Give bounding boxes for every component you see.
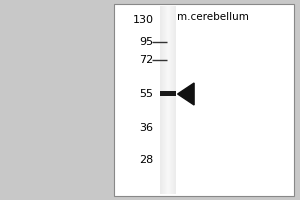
Bar	[161, 6, 162, 194]
Text: 28: 28	[139, 155, 154, 165]
Bar	[167, 6, 168, 194]
Text: 36: 36	[140, 123, 154, 133]
Text: 130: 130	[133, 15, 154, 25]
Bar	[170, 6, 171, 194]
Text: 72: 72	[139, 55, 154, 65]
Bar	[174, 6, 175, 194]
Bar	[160, 6, 161, 194]
Bar	[114, 4, 294, 196]
Text: m.cerebellum: m.cerebellum	[177, 12, 249, 22]
Bar	[173, 6, 174, 194]
Bar	[171, 6, 172, 194]
Bar	[160, 91, 176, 96]
Bar	[168, 6, 169, 194]
Text: 95: 95	[140, 37, 154, 47]
Bar	[164, 6, 165, 194]
Polygon shape	[178, 83, 194, 105]
Bar	[169, 6, 170, 194]
Bar	[165, 6, 166, 194]
Text: 55: 55	[140, 89, 154, 99]
Bar	[169, 6, 170, 194]
Bar	[162, 6, 163, 194]
Bar	[163, 6, 164, 194]
Bar	[172, 6, 173, 194]
